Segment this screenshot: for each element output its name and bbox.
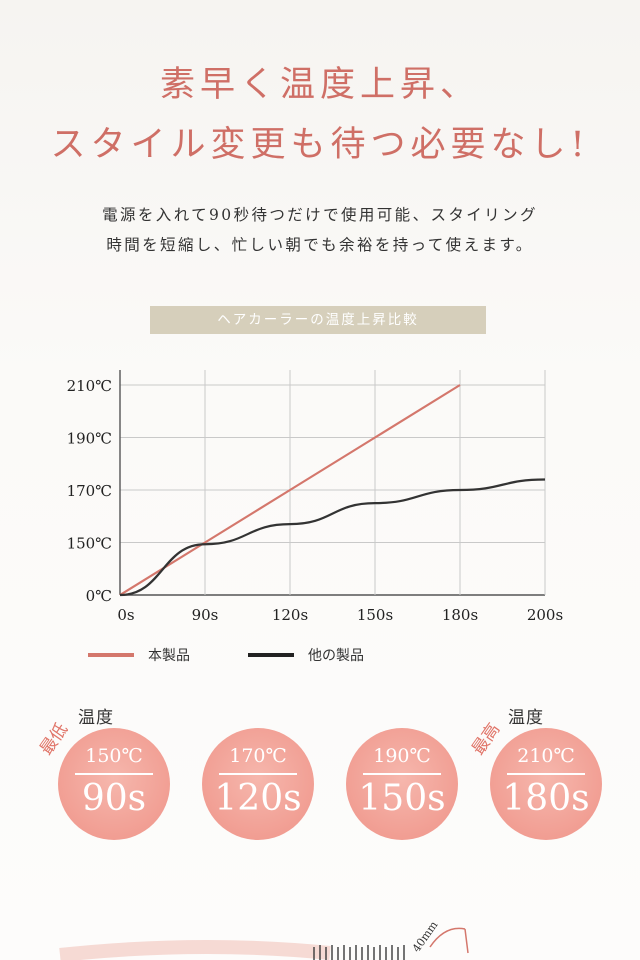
y-tick-label: 150℃	[67, 535, 112, 553]
dimension-label: 40mm	[410, 918, 441, 954]
chart-title-banner: ヘアカーラーの温度上昇比較	[150, 306, 486, 334]
badge-divider	[363, 773, 441, 775]
badge-divider	[219, 773, 297, 775]
brush-bristles-decoration	[313, 945, 405, 960]
legend-item-other-product: 他の製品	[248, 645, 364, 665]
headline-line-1: 素早く温度上昇、	[159, 65, 480, 105]
lead-text-line-1: 電源を入れて90秒待つだけで使用可能、スタイリング	[102, 206, 538, 224]
product-image-partial: 40mm	[59, 918, 469, 960]
x-tick-label: 90s	[192, 606, 219, 624]
badge-150c-90s: 150℃ 90s	[58, 728, 170, 840]
pink-swoosh-decoration	[59, 939, 331, 960]
x-tick-label: 180s	[442, 606, 478, 624]
x-tick-label: 200s	[527, 606, 563, 624]
y-tick-label: 210℃	[67, 377, 112, 395]
temperature-line-chart: 0℃ 150℃ 170℃ 190℃ 210℃ 0s 90s 120s 150s 180s 200s	[67, 370, 563, 624]
dimension-arc	[429, 927, 466, 948]
badge-temp: 170℃	[229, 745, 287, 767]
badge-time: 120s	[214, 778, 302, 819]
x-tick-label: 0s	[117, 606, 134, 624]
series-line-other-product	[119, 478, 546, 597]
badge-divider	[507, 773, 585, 775]
label-temperature-left: 温度	[78, 708, 114, 728]
badge-temp: 150℃	[85, 745, 143, 767]
y-tick-label: 0℃	[86, 587, 112, 605]
badge-time: 150s	[358, 778, 446, 819]
headline-line-2: スタイル変更も待つ必要なし!	[50, 125, 590, 165]
badge-time: 90s	[81, 778, 147, 819]
badge-temp: 190℃	[373, 745, 431, 767]
legend-label-other-product: 他の製品	[308, 648, 364, 664]
x-tick-label: 150s	[357, 606, 393, 624]
badge-190c-150s: 190℃ 150s	[346, 728, 458, 840]
legend-item-this-product: 本製品	[88, 645, 190, 665]
badge-divider	[75, 773, 153, 775]
badge-210c-180s: 210℃ 180s	[490, 728, 602, 840]
y-tick-label: 190℃	[67, 430, 112, 448]
badge-time: 180s	[502, 778, 590, 819]
legend-swatch-this-product	[88, 653, 134, 657]
label-temperature-right: 温度	[508, 708, 544, 728]
dimension-tick	[464, 928, 469, 954]
y-tick-label: 170℃	[67, 482, 112, 500]
badge-temp: 210℃	[517, 745, 575, 767]
legend-label-this-product: 本製品	[148, 648, 190, 664]
lead-text-line-2: 時間を短縮し、忙しい朝でも余裕を持って使えます。	[106, 236, 534, 254]
x-tick-label: 120s	[272, 606, 308, 624]
badge-170c-120s: 170℃ 120s	[202, 728, 314, 840]
legend-swatch-other-product	[248, 653, 294, 657]
